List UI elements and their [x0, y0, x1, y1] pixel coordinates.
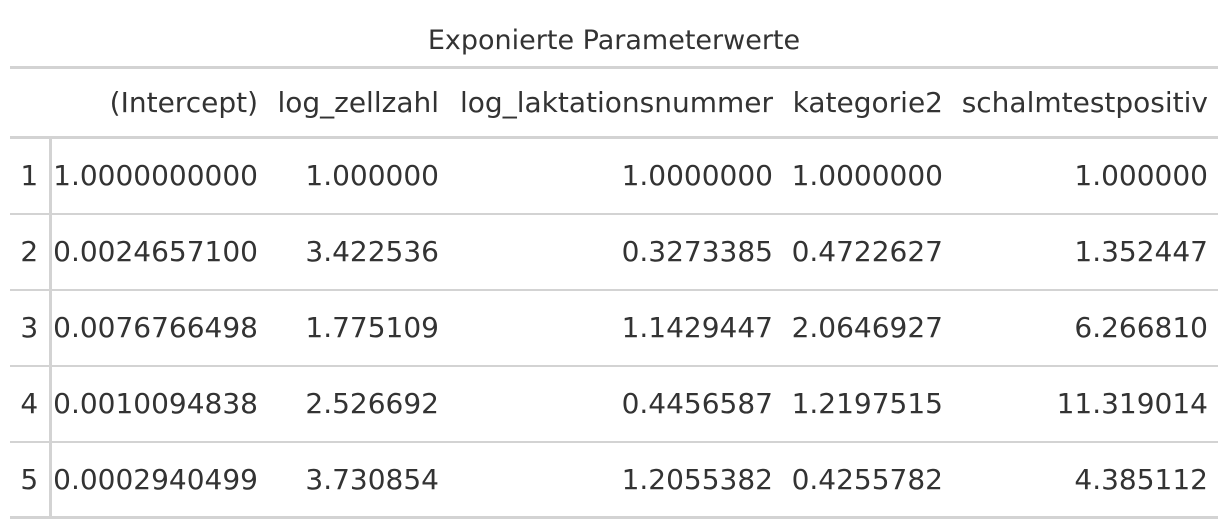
cell-log-zellzahl: 1.775109 [268, 289, 449, 367]
cell-kategorie2: 2.0646927 [783, 289, 953, 367]
cell-log-laktationsnummer: 0.4456587 [449, 365, 783, 443]
cell-log-zellzahl: 2.526692 [268, 365, 449, 443]
cell-log-zellzahl: 1.000000 [268, 137, 449, 215]
header-log-zellzahl: log_zellzahl [268, 66, 449, 139]
table-row: 3 0.0076766498 1.775109 1.1429447 2.0646… [10, 289, 1218, 367]
cell-intercept: 0.0024657100 [50, 213, 268, 291]
table-row: 2 0.0024657100 3.422536 0.3273385 0.4722… [10, 213, 1218, 291]
cell-kategorie2: 1.0000000 [783, 137, 953, 215]
cell-intercept: 0.0076766498 [50, 289, 268, 367]
cell-intercept: 0.0010094838 [50, 365, 268, 443]
cell-log-zellzahl: 3.730854 [268, 441, 449, 519]
table-row: 5 0.0002940499 3.730854 1.2055382 0.4255… [10, 441, 1218, 519]
header-kategorie2: kategorie2 [783, 66, 953, 139]
header-rowname [10, 66, 50, 139]
header-schalmtestpositiv: schalmtestpositiv [953, 66, 1218, 139]
cell-schalmtestpositiv: 11.319014 [953, 365, 1218, 443]
header-row: (Intercept) log_zellzahl log_laktationsn… [10, 66, 1218, 139]
row-number: 3 [10, 289, 52, 367]
table-row: 1 1.0000000000 1.000000 1.0000000 1.0000… [10, 137, 1218, 215]
cell-log-zellzahl: 3.422536 [268, 213, 449, 291]
row-number: 2 [10, 213, 52, 291]
header-intercept: (Intercept) [50, 66, 268, 139]
cell-kategorie2: 0.4255782 [783, 441, 953, 519]
cell-log-laktationsnummer: 1.2055382 [449, 441, 783, 519]
cell-log-laktationsnummer: 0.3273385 [449, 213, 783, 291]
cell-kategorie2: 0.4722627 [783, 213, 953, 291]
cell-kategorie2: 1.2197515 [783, 365, 953, 443]
cell-log-laktationsnummer: 1.0000000 [449, 137, 783, 215]
table-row: 4 0.0010094838 2.526692 0.4456587 1.2197… [10, 365, 1218, 443]
row-number: 5 [10, 441, 52, 519]
cell-intercept: 1.0000000000 [50, 137, 268, 215]
header-log-laktationsnummer: log_laktationsnummer [449, 66, 783, 139]
cell-schalmtestpositiv: 1.000000 [953, 137, 1218, 215]
cell-schalmtestpositiv: 6.266810 [953, 289, 1218, 367]
parameter-table: (Intercept) log_zellzahl log_laktationsn… [10, 66, 1218, 519]
cell-log-laktationsnummer: 1.1429447 [449, 289, 783, 367]
cell-schalmtestpositiv: 1.352447 [953, 213, 1218, 291]
cell-schalmtestpositiv: 4.385112 [953, 441, 1218, 519]
row-number: 1 [10, 137, 52, 215]
cell-intercept: 0.0002940499 [50, 441, 268, 519]
row-number: 4 [10, 365, 52, 443]
table-title: Exponierte Parameterwerte [427, 25, 801, 56]
